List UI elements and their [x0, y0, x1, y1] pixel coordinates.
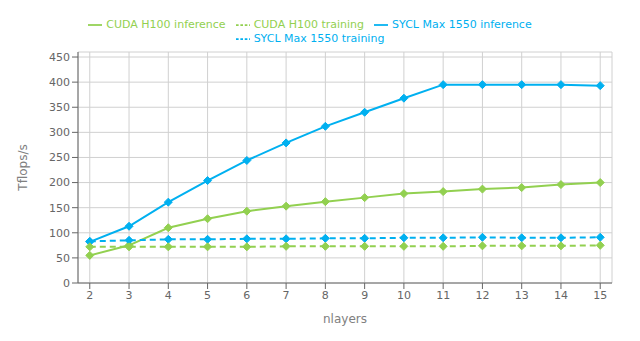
svg-text:7: 7 [283, 289, 290, 302]
html-text:SYCL Max 1550 inference: SYCL Max 1550 inference [392, 18, 532, 31]
svg-text:3: 3 [126, 289, 133, 302]
svg-text:12: 12 [475, 289, 489, 302]
html-text:CUDA H100 inference: CUDA H100 inference [106, 18, 226, 31]
svg-text:10: 10 [397, 289, 411, 302]
svg-text:13: 13 [515, 289, 529, 302]
html-text:SYCL Max 1550 training: SYCL Max 1550 training [253, 32, 385, 45]
svg-text:450: 450 [49, 51, 70, 64]
svg-text:200: 200 [49, 176, 70, 189]
svg-text:50: 50 [56, 252, 70, 265]
html-text:CUDA H100 training: CUDA H100 training [253, 18, 364, 31]
svg-text:150: 150 [49, 202, 70, 215]
svg-text:11: 11 [436, 289, 450, 302]
svg-text:14: 14 [554, 289, 568, 302]
svg-text:9: 9 [361, 289, 368, 302]
svg-text:350: 350 [49, 101, 70, 114]
svg-text:Tflops/s: Tflops/s [16, 144, 30, 191]
svg-text:2: 2 [86, 289, 93, 302]
svg-text:300: 300 [49, 126, 70, 139]
svg-text:250: 250 [49, 151, 70, 164]
svg-text:100: 100 [49, 227, 70, 240]
svg-text:15: 15 [593, 289, 607, 302]
svg-text:8: 8 [322, 289, 329, 302]
svg-text:6: 6 [243, 289, 250, 302]
svg-text:nlayers: nlayers [323, 312, 367, 326]
svg-text:400: 400 [49, 76, 70, 89]
svg-text:4: 4 [165, 289, 172, 302]
svg-text:5: 5 [204, 289, 211, 302]
svg-text:0: 0 [63, 277, 70, 290]
